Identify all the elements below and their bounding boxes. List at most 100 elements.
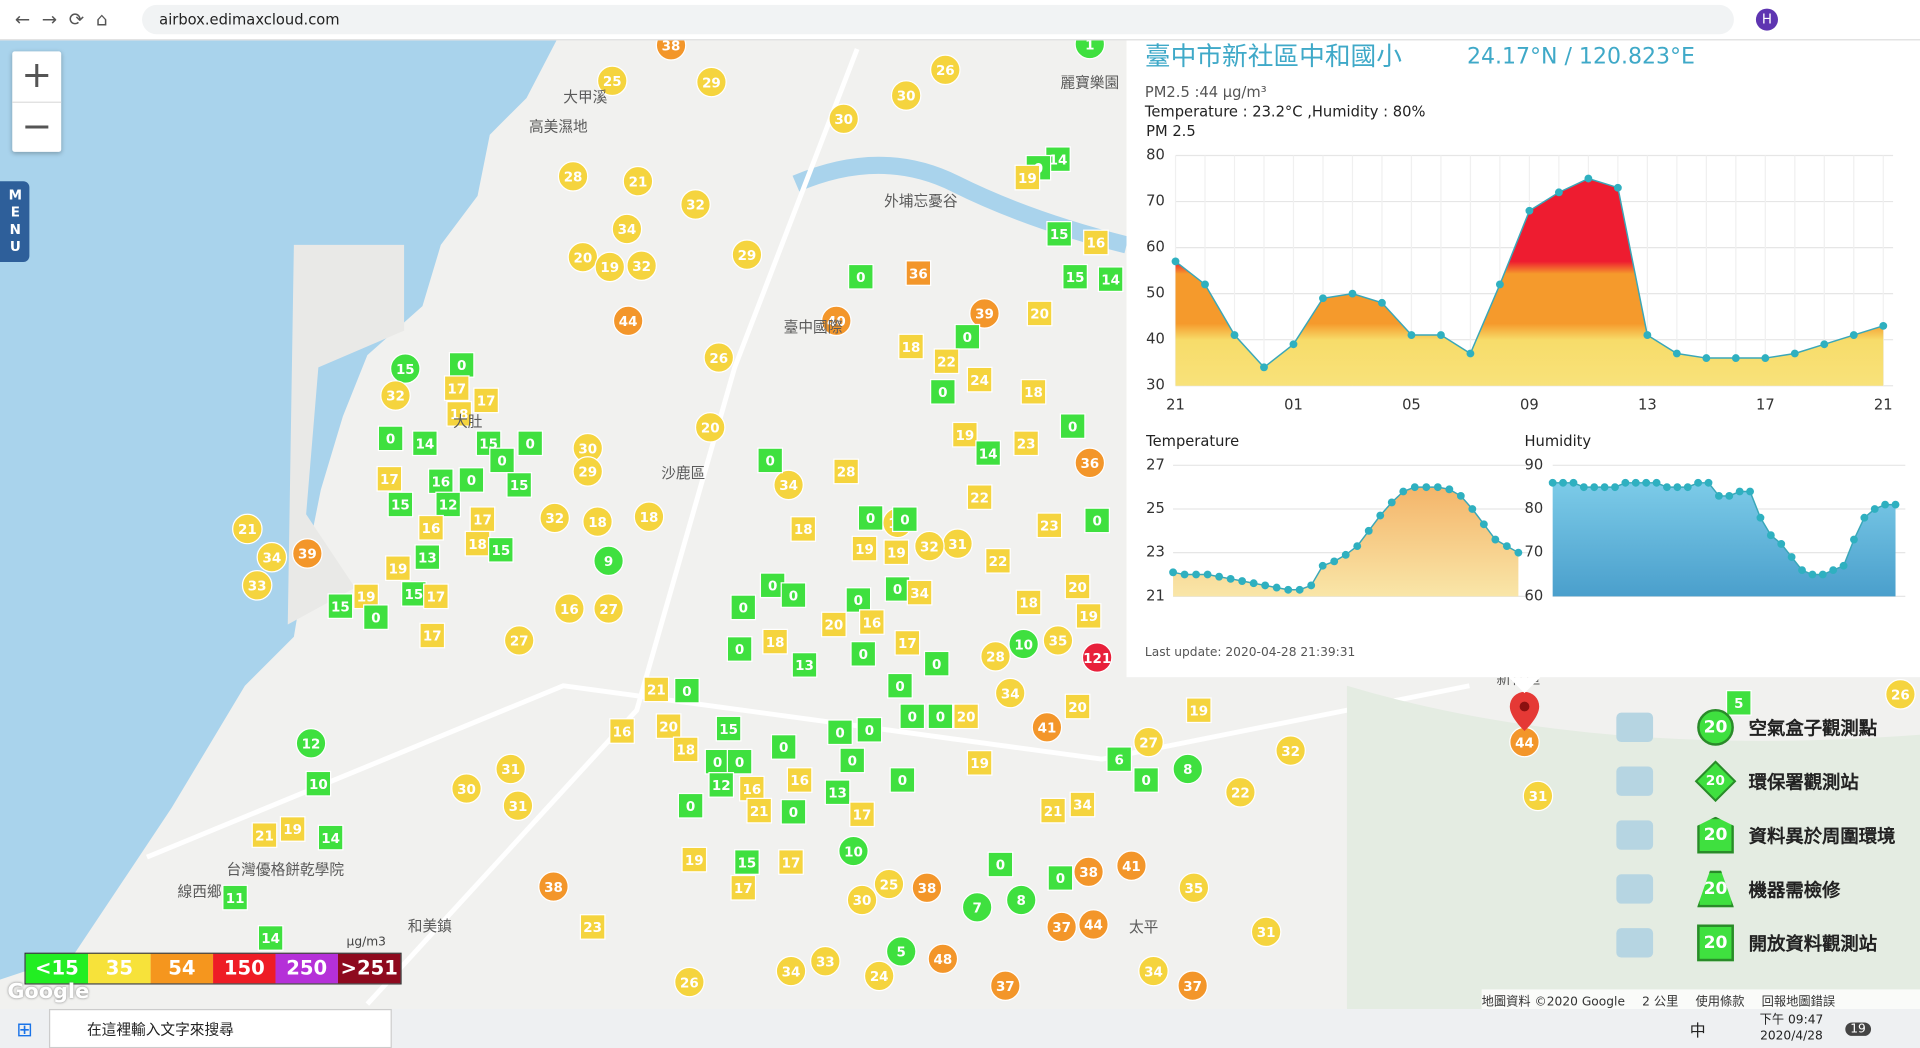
station-marker[interactable] xyxy=(1172,753,1204,785)
ime[interactable]: 中 xyxy=(1689,1021,1706,1041)
station-marker[interactable] xyxy=(953,703,979,730)
station-marker[interactable] xyxy=(966,366,993,393)
station-marker[interactable] xyxy=(256,541,288,573)
station-marker[interactable] xyxy=(327,593,354,619)
station-marker[interactable] xyxy=(1031,712,1063,743)
station-marker[interactable] xyxy=(1015,589,1042,616)
station-marker[interactable] xyxy=(730,874,757,901)
station-marker[interactable] xyxy=(791,652,818,678)
station-marker[interactable] xyxy=(380,380,411,411)
station-marker[interactable] xyxy=(473,387,499,414)
station-marker[interactable] xyxy=(419,622,446,649)
station-marker[interactable] xyxy=(887,672,913,699)
station-marker[interactable] xyxy=(257,925,284,951)
station-marker[interactable] xyxy=(694,412,726,443)
search-box[interactable]: 在這裡輸入文字來搜尋 xyxy=(48,1008,392,1048)
station-marker[interactable] xyxy=(1225,776,1256,808)
station-marker[interactable] xyxy=(757,447,784,474)
station-marker[interactable] xyxy=(985,547,1011,574)
station-marker[interactable] xyxy=(987,851,1014,878)
station-marker[interactable] xyxy=(975,440,1002,466)
report-link[interactable]: 回報地圖錯誤 xyxy=(1761,994,1836,1009)
station-marker[interactable] xyxy=(961,892,993,923)
station-marker[interactable] xyxy=(858,609,885,635)
station-marker[interactable] xyxy=(704,748,731,775)
station-marker[interactable] xyxy=(1138,955,1169,987)
station-marker[interactable] xyxy=(927,703,954,730)
station-marker[interactable] xyxy=(1069,791,1096,818)
station-marker[interactable] xyxy=(412,430,438,457)
station-marker[interactable] xyxy=(1074,447,1106,479)
station-marker[interactable] xyxy=(305,770,332,797)
station-marker[interactable] xyxy=(890,80,922,111)
station-marker[interactable] xyxy=(827,719,853,746)
station-marker[interactable] xyxy=(503,625,535,656)
station-marker[interactable] xyxy=(790,516,817,542)
station-marker[interactable] xyxy=(572,456,604,487)
station-marker[interactable] xyxy=(451,773,482,804)
station-marker[interactable] xyxy=(696,66,727,98)
station-marker[interactable] xyxy=(786,767,813,793)
station-marker[interactable] xyxy=(502,790,534,822)
station-marker[interactable] xyxy=(731,239,763,271)
station-marker[interactable] xyxy=(730,594,757,621)
station-marker[interactable] xyxy=(857,505,884,531)
station-marker[interactable] xyxy=(554,593,585,624)
station-marker[interactable] xyxy=(495,753,526,785)
station-marker[interactable] xyxy=(906,579,933,606)
station-marker[interactable] xyxy=(746,797,773,824)
station-marker[interactable] xyxy=(726,748,753,775)
station-marker[interactable] xyxy=(703,342,735,373)
station-marker[interactable] xyxy=(489,447,515,474)
station-marker[interactable] xyxy=(824,779,851,806)
station-marker[interactable] xyxy=(1064,693,1091,720)
station-marker[interactable] xyxy=(839,747,866,774)
station-marker[interactable] xyxy=(423,583,449,610)
station-marker[interactable] xyxy=(885,936,917,967)
station-marker[interactable] xyxy=(905,260,932,286)
station-marker[interactable] xyxy=(401,581,427,607)
station-marker[interactable] xyxy=(1275,735,1306,766)
station-marker[interactable] xyxy=(1073,856,1104,888)
station-marker[interactable] xyxy=(464,530,491,557)
station-marker[interactable] xyxy=(892,506,918,533)
station-marker[interactable] xyxy=(1062,263,1088,290)
station-marker[interactable] xyxy=(1097,266,1124,293)
station-marker[interactable] xyxy=(376,465,403,492)
station-marker[interactable] xyxy=(539,502,571,534)
station-marker[interactable] xyxy=(850,641,877,667)
station-marker[interactable] xyxy=(1522,780,1554,812)
station-marker[interactable] xyxy=(681,846,708,873)
station-marker[interactable] xyxy=(612,305,644,337)
station-marker[interactable] xyxy=(1059,413,1086,439)
zoom-in[interactable]: + xyxy=(21,53,53,97)
station-marker[interactable] xyxy=(994,677,1026,709)
station-marker[interactable] xyxy=(506,472,533,498)
station-marker[interactable] xyxy=(847,263,874,290)
station-marker[interactable] xyxy=(458,467,485,493)
station-marker[interactable] xyxy=(295,727,327,759)
station-marker[interactable] xyxy=(611,213,643,245)
station-marker[interactable] xyxy=(990,970,1021,1002)
station-marker[interactable] xyxy=(898,333,924,360)
station-marker[interactable] xyxy=(1177,970,1208,1002)
station-marker[interactable] xyxy=(821,305,852,337)
station-marker[interactable] xyxy=(1185,697,1212,724)
station-marker[interactable] xyxy=(856,716,883,743)
station-marker[interactable] xyxy=(1042,625,1074,656)
station-marker[interactable] xyxy=(241,570,273,601)
station-marker[interactable] xyxy=(1008,628,1039,660)
station-marker[interactable] xyxy=(1040,797,1066,824)
station-marker[interactable] xyxy=(517,430,544,457)
station-marker[interactable] xyxy=(1116,850,1147,882)
station-marker[interactable] xyxy=(780,582,807,608)
station-marker[interactable] xyxy=(1046,911,1077,943)
station-marker[interactable] xyxy=(1083,229,1109,256)
notification-count[interactable]: 19 xyxy=(1845,1021,1871,1036)
station-marker[interactable] xyxy=(851,535,878,562)
address-bar[interactable]: airbox.edimaxcloud.com xyxy=(142,4,1734,35)
station-marker[interactable] xyxy=(443,375,470,402)
station-marker[interactable] xyxy=(846,884,878,916)
station-marker[interactable] xyxy=(279,816,306,842)
station-marker[interactable] xyxy=(883,539,910,566)
